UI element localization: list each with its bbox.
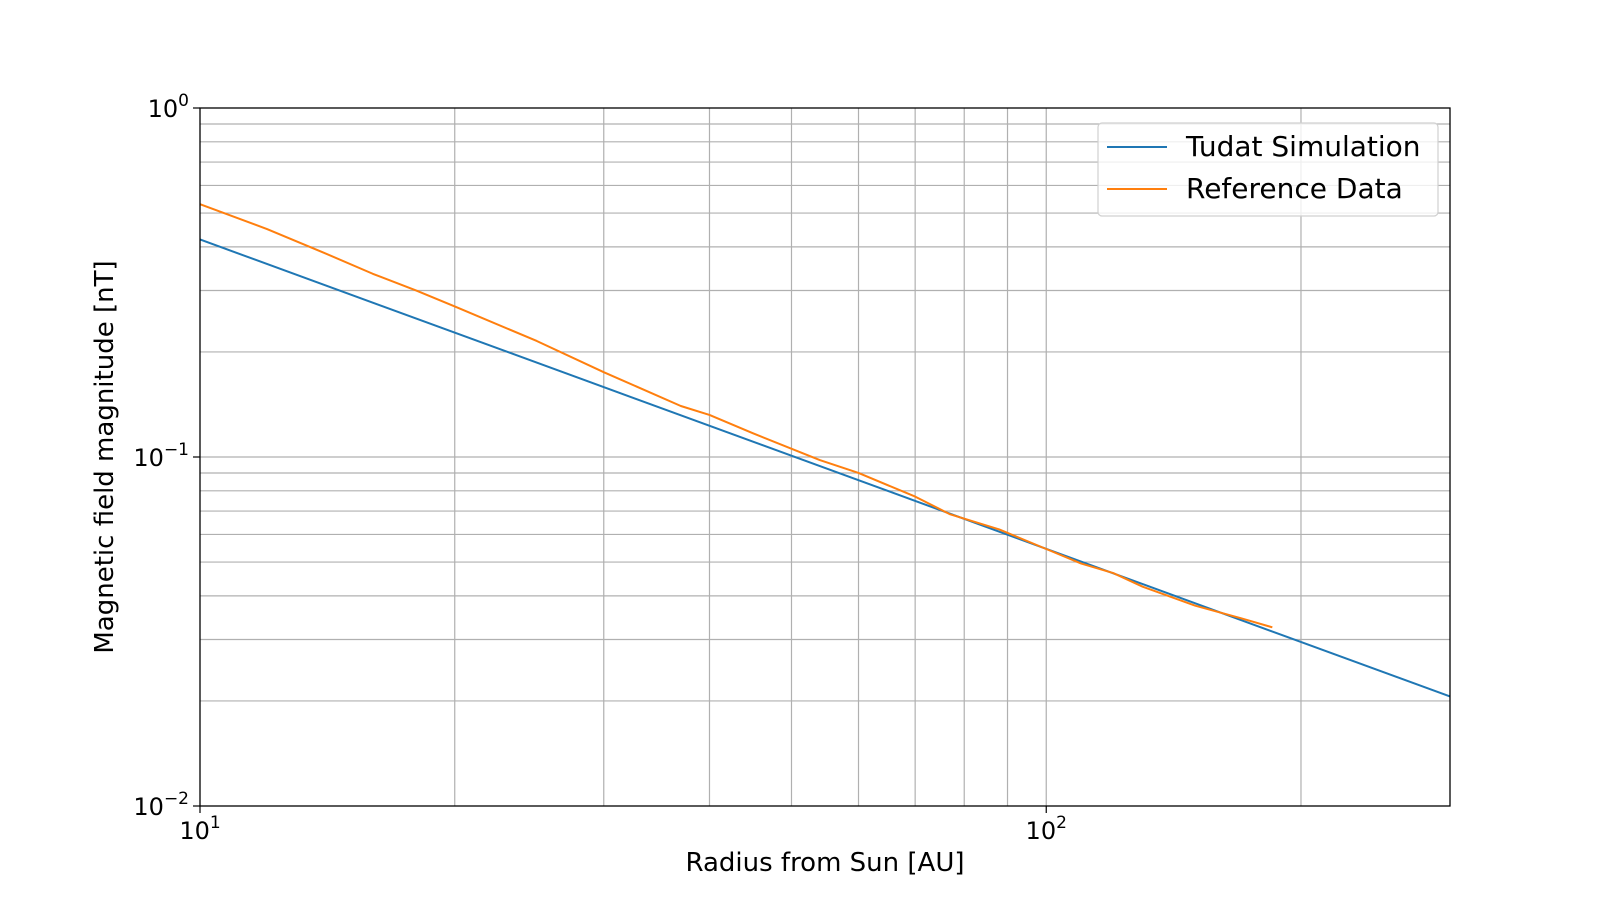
x-tick-label: 101 — [179, 813, 220, 845]
series-line-tudat-simulation — [199, 238, 1451, 698]
y-tick-label: 100 — [148, 91, 189, 123]
series-line-reference-data — [199, 203, 1273, 629]
series-layer — [199, 203, 1451, 698]
y-tick-label: 10−1 — [133, 440, 189, 472]
legend-box — [1097, 122, 1439, 217]
y-axis-title: Magnetic field magnitude [nT] — [90, 260, 120, 653]
legend-label-tudat-simulation: Tudat Simulation — [1185, 130, 1421, 163]
x-tick-label: 102 — [1026, 813, 1067, 845]
legend-label-reference-data: Reference Data — [1186, 172, 1403, 205]
y-tick-label: 10−2 — [133, 789, 189, 821]
ticks: 101 102 100 10−1 10−2 — [133, 91, 1067, 845]
x-axis-title: Radius from Sun [AU] — [685, 848, 964, 878]
legend: Tudat Simulation Reference Data — [1097, 122, 1439, 217]
